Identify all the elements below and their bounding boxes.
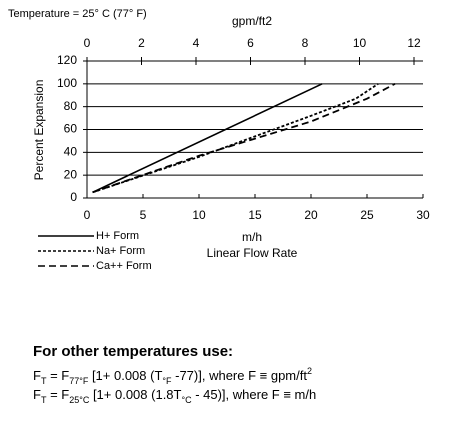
x-tick-label: 15 <box>248 208 262 222</box>
legend-label: Na+ Form <box>96 245 145 257</box>
x-tick-label: 10 <box>192 208 206 222</box>
formula-part: [1+ 0.008 (T <box>88 368 162 383</box>
formula-part: 77°F <box>69 376 89 386</box>
x2-tick-label: 8 <box>302 36 309 50</box>
x2-tick-label: 6 <box>247 36 254 50</box>
x2-tick-label: 12 <box>407 36 421 50</box>
x2-tick-label: 2 <box>138 36 145 50</box>
x2-axis-label: gpm/ft2 <box>232 14 272 28</box>
formula-part: °F <box>162 376 172 386</box>
formula-part: 2 <box>307 366 312 376</box>
formula: FT = F25°C [1+ 0.008 (1.8T°C - 45)], whe… <box>33 387 316 405</box>
y-axis-label: Percent Expansion <box>32 80 46 181</box>
y-tick-label: 120 <box>57 53 77 67</box>
formula-part: = F <box>46 387 69 402</box>
legend-label: H+ Form <box>96 230 139 242</box>
x-tick-label: 20 <box>304 208 318 222</box>
x2-tick-label: 10 <box>353 36 367 50</box>
series-line <box>92 83 379 194</box>
y-tick-label: 20 <box>64 167 78 181</box>
formula: FT = F77°F [1+ 0.008 (T°F -77)], where F… <box>33 366 312 386</box>
series-line <box>92 83 323 194</box>
y-tick-label: 60 <box>64 122 78 136</box>
formula-part: -77)], where F ≡ gpm/ft <box>172 368 308 383</box>
x-tick-label: 30 <box>416 208 430 222</box>
formula-part: - 45)], where F ≡ m/h <box>192 387 317 402</box>
formula-part: [1+ 0.008 (1.8T <box>89 387 181 402</box>
legend-label: Ca++ Form <box>96 260 152 272</box>
series-line <box>92 83 396 194</box>
formula-part: 25°C <box>69 395 90 405</box>
x-tick-label: 5 <box>140 208 147 222</box>
formula-part: T <box>41 395 47 405</box>
formula-part: °C <box>181 395 192 405</box>
notes-heading: For other temperatures use: <box>33 343 233 360</box>
x2-tick-label: 0 <box>84 36 91 50</box>
x-tick-label: 0 <box>84 208 91 222</box>
y-tick-label: 80 <box>64 99 78 113</box>
note: Temperature = 25° C (77° F) <box>8 8 147 20</box>
formula-part: F <box>33 387 41 402</box>
formula-part: = F <box>46 368 69 383</box>
formula-part: F <box>33 368 41 383</box>
y-tick-label: 0 <box>70 190 77 204</box>
x-axis-label: Linear Flow Rate <box>207 246 298 260</box>
x-axis-label: m/h <box>242 230 262 244</box>
formula-part: T <box>41 376 47 386</box>
x-tick-label: 25 <box>360 208 374 222</box>
x2-tick-label: 4 <box>193 36 200 50</box>
y-tick-label: 40 <box>64 145 78 159</box>
y-tick-label: 100 <box>57 76 77 90</box>
